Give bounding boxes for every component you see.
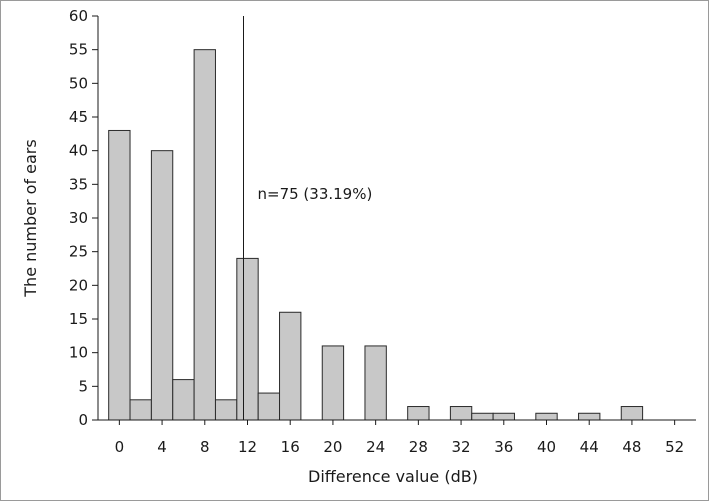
bar-28 <box>407 406 430 421</box>
y-ticks-group: 0 5 10 15 20 25 30 35 40 45 50 55 60 <box>69 7 98 429</box>
y-tick-label-40: 40 <box>69 142 88 160</box>
x-tick-label-8: 8 <box>200 438 210 456</box>
x-tick-label-48: 48 <box>622 438 641 456</box>
bar-40 <box>535 412 558 421</box>
x-tick-label-0: 0 <box>115 438 125 456</box>
bar-32 <box>449 406 473 421</box>
x-tick-label-36: 36 <box>494 438 513 456</box>
y-axis-title: The number of ears <box>21 139 40 297</box>
x-tick-label-20: 20 <box>323 438 342 456</box>
bar-0 <box>108 129 131 421</box>
bar-34 <box>471 412 494 421</box>
bar-24 <box>364 345 387 421</box>
bar-2 <box>129 399 152 421</box>
annotation-label: n=75 (33.19%) <box>258 185 373 203</box>
y-tick-label-0: 0 <box>78 411 88 429</box>
x-tick-label-16: 16 <box>281 438 300 456</box>
x-tick-label-24: 24 <box>366 438 385 456</box>
y-tick-label-60: 60 <box>69 7 88 25</box>
x-axis-title: Difference value (dB) <box>308 467 478 486</box>
y-tick-label-55: 55 <box>69 41 88 59</box>
x-tick-label-28: 28 <box>409 438 428 456</box>
x-ticks-group: 0 4 8 12 16 20 24 28 32 36 40 44 48 52 <box>115 420 684 456</box>
bar-6 <box>172 379 195 421</box>
x-tick-label-40: 40 <box>537 438 556 456</box>
y-tick-label-15: 15 <box>69 310 88 328</box>
x-tick-label-44: 44 <box>580 438 599 456</box>
x-tick-label-32: 32 <box>452 438 471 456</box>
y-tick-label-25: 25 <box>69 243 88 261</box>
bar-14 <box>257 392 281 421</box>
bar-20 <box>321 345 345 421</box>
y-tick-label-20: 20 <box>69 276 88 294</box>
bar-48 <box>620 406 644 421</box>
bars-group <box>108 49 644 421</box>
x-tick-label-12: 12 <box>238 438 257 456</box>
bar-4 <box>150 150 174 421</box>
y-tick-label-45: 45 <box>69 108 88 126</box>
x-tick-label-52: 52 <box>665 438 684 456</box>
x-tick-label-4: 4 <box>157 438 167 456</box>
y-tick-label-30: 30 <box>69 209 88 227</box>
y-tick-label-35: 35 <box>69 175 88 193</box>
bar-8 <box>193 49 216 421</box>
y-tick-label-50: 50 <box>69 74 88 92</box>
bar-10 <box>214 399 238 421</box>
axes-group <box>97 16 696 421</box>
bar-44 <box>578 412 601 421</box>
y-tick-label-10: 10 <box>69 344 88 362</box>
bar-16 <box>279 311 302 421</box>
bar-36 <box>492 412 515 421</box>
y-tick-label-5: 5 <box>78 377 88 395</box>
bar-12 <box>236 257 259 421</box>
